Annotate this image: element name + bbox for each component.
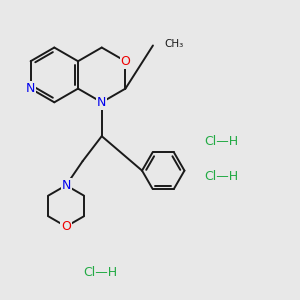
- Text: O: O: [61, 220, 71, 233]
- Text: N: N: [26, 82, 35, 95]
- Text: N: N: [97, 96, 106, 109]
- Text: N: N: [61, 179, 71, 192]
- Text: Cl—H: Cl—H: [205, 135, 239, 148]
- Text: Cl—H: Cl—H: [205, 170, 239, 183]
- Text: CH₃: CH₃: [164, 39, 183, 49]
- Text: O: O: [121, 55, 130, 68]
- Text: Cl—H: Cl—H: [84, 266, 118, 279]
